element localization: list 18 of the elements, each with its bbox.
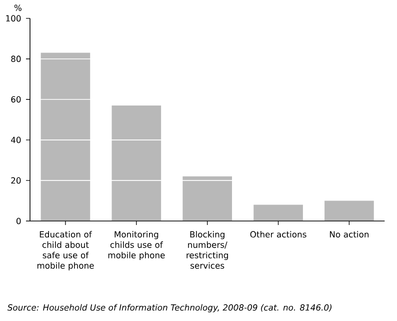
- x-tick-label: Education of child about safe use of mobile phone: [37, 231, 94, 270]
- bar: [182, 176, 232, 221]
- x-tick-label: Monitoring childs use of mobile phone: [108, 231, 165, 260]
- bar: [112, 105, 162, 221]
- y-tick-label: 80: [11, 56, 21, 62]
- source-note: Source: Household Use of Information Technology, 2008-09 (cat. no. 8146.0): [7, 304, 332, 312]
- x-tick-label: No action: [330, 231, 369, 238]
- y-tick-label: 40: [11, 136, 21, 144]
- y-tick-label: 60: [11, 96, 21, 103]
- y-tick-label: 20: [11, 177, 21, 184]
- y-tick-label: 100: [6, 15, 21, 22]
- y-axis-title: %: [14, 4, 22, 11]
- x-tick-label: Blocking numbers/ restricting services: [186, 231, 228, 269]
- bar: [254, 204, 303, 221]
- x-tick-label: Other actions: [250, 231, 306, 238]
- bar: [40, 52, 90, 221]
- y-tick-label: 0: [16, 218, 21, 224]
- bar: [324, 200, 374, 221]
